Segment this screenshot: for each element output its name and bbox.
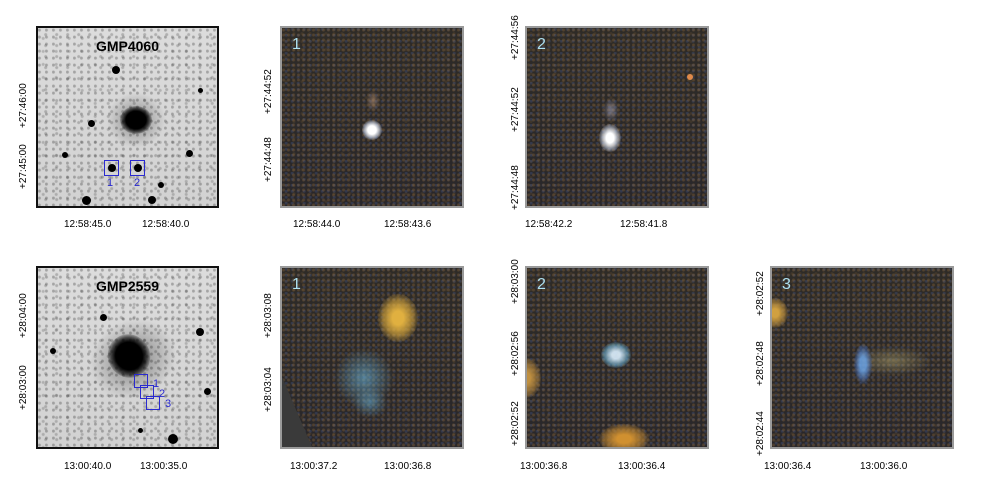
cutout-panel-gmp2559-3: 3 [770,266,954,449]
color-background [527,28,707,206]
region-box-1 [134,374,148,388]
region-box-2 [130,160,145,176]
cutout-panel-gmp4060-1: 1 [280,26,464,208]
chip-gap [282,377,312,447]
galaxy-name: GMP2559 [95,278,160,294]
star [62,152,68,158]
emission-knot [854,344,872,384]
star [50,348,56,354]
star [196,328,204,336]
emission-knot [366,90,380,112]
galaxy-core [120,106,152,134]
star [186,150,193,157]
bright-knot [772,298,788,328]
y-tick-label: +27:45:00 [18,144,29,189]
cutout-number: 3 [782,276,791,293]
color-background [282,28,462,206]
x-tick-label: 12:58:44.0 [293,219,341,230]
overview-panel-gmp4060: GMP4060 1 2 [36,26,219,208]
region-box-2 [140,385,154,399]
x-tick-label: 13:00:36.0 [860,461,908,472]
emission-region [599,124,621,152]
region-box-3 [146,396,160,410]
emission-region [601,342,631,368]
emission-region [334,348,394,408]
y-tick-label: +28:02:48 [755,341,766,386]
y-tick-label: +27:44:52 [263,69,274,114]
x-tick-label: 13:00:35.0 [140,461,188,472]
y-tick-label: +27:44:52 [510,87,521,132]
cutout-number: 2 [537,36,546,53]
x-tick-label: 12:58:41.8 [620,219,668,230]
region-box-1 [104,160,119,176]
x-tick-label: 13:00:36.8 [384,461,432,472]
y-tick-label: +28:04:00 [18,293,29,338]
region-box-label: 1 [107,177,114,189]
x-tick-label: 12:58:42.2 [525,219,573,230]
region-box-label: 2 [134,177,141,189]
y-tick-label: +27:44:48 [263,137,274,182]
y-tick-label: +28:02:44 [755,411,766,456]
x-tick-label: 13:00:36.8 [520,461,568,472]
star [112,66,120,74]
star [158,182,164,188]
star [82,196,91,205]
y-tick-label: +28:03:04 [263,367,274,412]
emission-knot [352,388,388,418]
x-tick-label: 12:58:40.0 [142,219,190,230]
star [687,74,693,80]
emission-knot [603,98,619,122]
y-tick-label: +28:02:52 [510,401,521,446]
x-tick-label: 13:00:36.4 [764,461,812,472]
star [198,88,203,93]
cutout-panel-gmp2559-1: 1 [280,266,464,449]
x-tick-label: 12:58:45.0 [64,219,112,230]
y-tick-label: +28:02:52 [755,271,766,316]
overview-panel-gmp2559: GMP2559 1 2 3 [36,266,219,449]
star [148,196,156,204]
star [100,314,107,321]
cutout-panel-gmp2559-2: 2 [525,266,709,449]
y-tick-label: +27:44:48 [510,165,521,210]
emission-region [362,120,382,140]
y-tick-label: +28:03:00 [18,365,29,410]
x-tick-label: 12:58:43.6 [384,219,432,230]
cutout-panel-gmp4060-2: 2 [525,26,709,208]
star [168,434,178,444]
x-tick-label: 13:00:40.0 [64,461,112,472]
cutout-number: 1 [292,36,301,53]
x-tick-label: 13:00:36.4 [618,461,666,472]
cutout-number: 1 [292,276,301,293]
region-box-label: 3 [165,398,172,410]
y-tick-label: +27:44:56 [510,15,521,60]
star [204,388,211,395]
galaxy-halo [106,92,166,148]
galaxy-name: GMP4060 [95,38,160,54]
y-tick-label: +28:03:00 [510,259,521,304]
bright-knot [378,294,418,342]
y-tick-label: +28:02:56 [510,331,521,376]
x-tick-label: 13:00:37.2 [290,461,338,472]
star [138,428,143,433]
star [88,120,95,127]
y-tick-label: +28:03:08 [263,293,274,338]
bright-knot [599,424,649,447]
region-box-label: 2 [159,388,166,400]
cutout-number: 2 [537,276,546,293]
region-box-label: 1 [153,378,160,390]
bright-knot [527,358,541,398]
y-tick-label: +27:46:00 [18,83,29,128]
